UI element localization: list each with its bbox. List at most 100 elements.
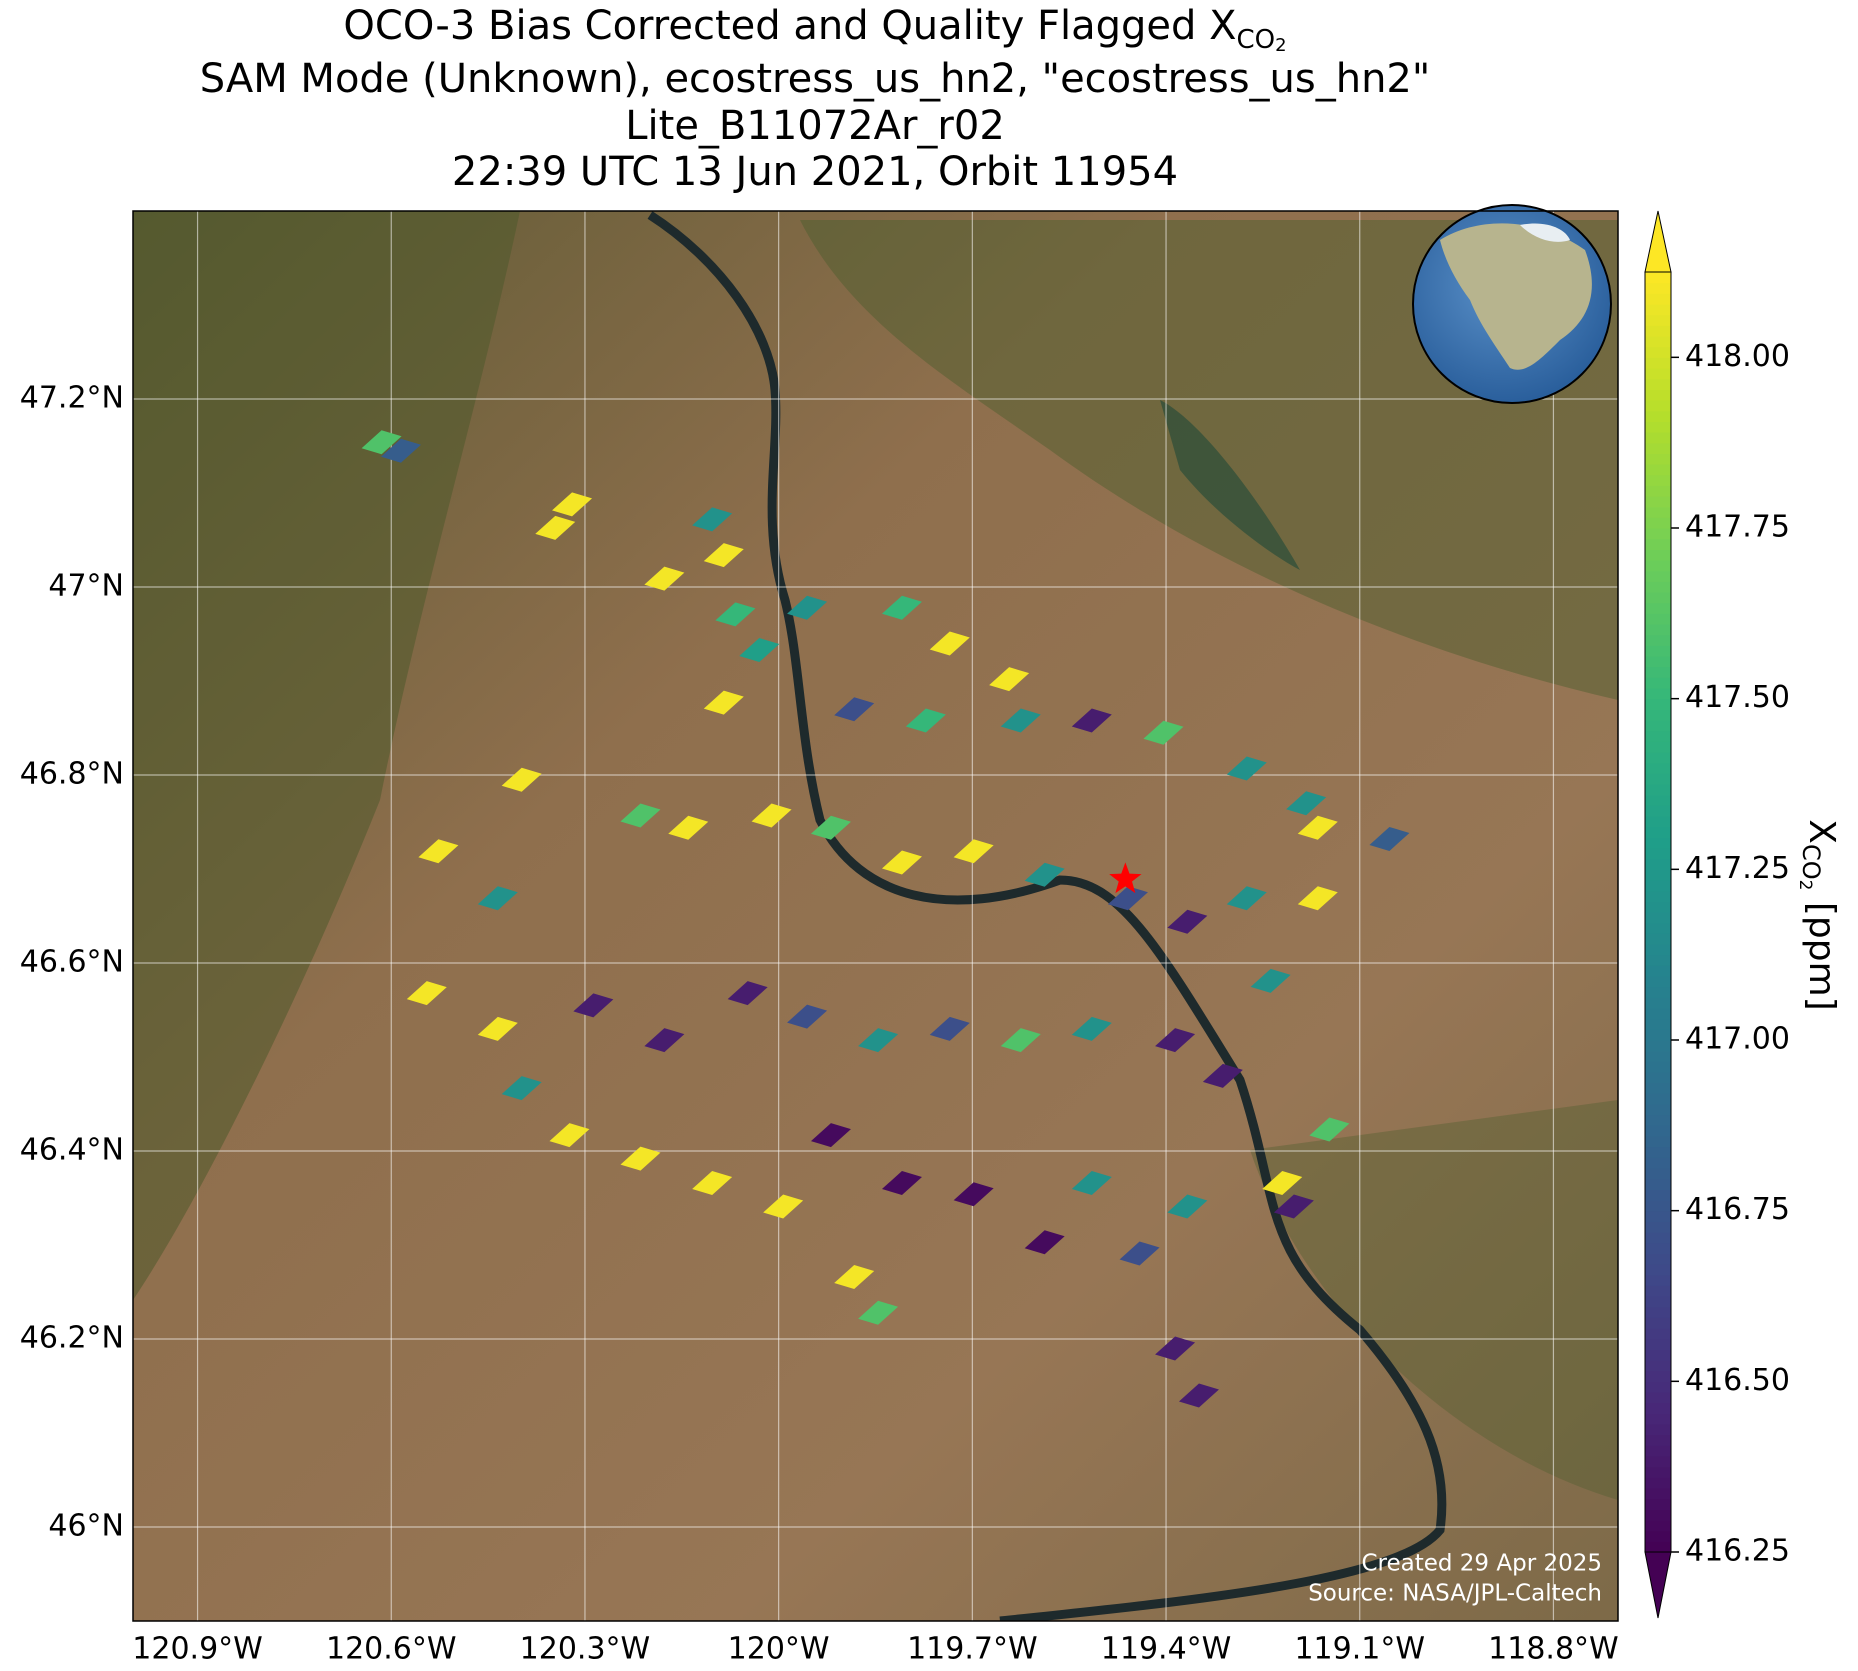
tick-labels: 120.9°W 120.6°W 120.3°W 120°W 119.7°W 119.4°W… bbox=[20, 381, 1619, 1667]
sounding bbox=[1143, 720, 1184, 745]
sounding bbox=[703, 690, 744, 715]
colorbar-segment bbox=[1645, 762, 1671, 774]
colorbar-segment bbox=[1645, 1040, 1671, 1052]
colorbar-segment bbox=[1645, 1274, 1671, 1286]
colorbar-segment bbox=[1645, 976, 1671, 988]
credit-source: Source: NASA/JPL-Caltech bbox=[1308, 1581, 1602, 1607]
colorbar-segment bbox=[1645, 1509, 1671, 1521]
colorbar-segment bbox=[1645, 464, 1671, 476]
colorbar-segment bbox=[1645, 1530, 1671, 1542]
colorbar-tick-label: 417.50 bbox=[1685, 680, 1790, 715]
sounding bbox=[644, 566, 685, 591]
sounding bbox=[361, 430, 402, 455]
colorbar-segment bbox=[1645, 1264, 1671, 1276]
colorbar-segment bbox=[1645, 1072, 1671, 1084]
colorbar-segment bbox=[1645, 570, 1671, 582]
colorbar-segment bbox=[1645, 346, 1671, 358]
colorbar-segment bbox=[1645, 1381, 1671, 1393]
colorbar-tick-label: 418.00 bbox=[1685, 339, 1790, 374]
colorbar-segment bbox=[1645, 282, 1671, 294]
colorbar-segment bbox=[1645, 1541, 1671, 1553]
sounding bbox=[380, 438, 421, 463]
colorbar-segment bbox=[1645, 389, 1671, 401]
colorbar-segment bbox=[1645, 805, 1671, 817]
sounding bbox=[1107, 886, 1148, 911]
colorbar-tick-label: 416.25 bbox=[1685, 1534, 1790, 1569]
sounding bbox=[834, 697, 875, 722]
title-line-3: Lite_B11072Ar_r02 bbox=[625, 103, 1005, 149]
colorbar-segment bbox=[1645, 698, 1671, 710]
sounding bbox=[834, 1265, 875, 1290]
colorbar-segment bbox=[1645, 922, 1671, 934]
x-tick-label: 119.1°W bbox=[1294, 1632, 1425, 1667]
sounding bbox=[715, 602, 756, 627]
colorbar-segment bbox=[1645, 1029, 1671, 1041]
colorbar-segment bbox=[1645, 1136, 1671, 1148]
colorbar-segment bbox=[1645, 890, 1671, 902]
colorbar-segment bbox=[1645, 613, 1671, 625]
colorbar-segment bbox=[1645, 773, 1671, 785]
sounding bbox=[953, 839, 994, 864]
colorbar-label-unit: [ppm] bbox=[1801, 890, 1842, 1010]
sounding bbox=[810, 815, 851, 840]
sounding bbox=[692, 1171, 733, 1196]
sounding bbox=[1155, 1028, 1196, 1053]
map-background bbox=[133, 211, 1618, 1621]
sounding bbox=[1297, 815, 1338, 840]
x-tick-label: 120°W bbox=[728, 1632, 830, 1667]
colorbar-segment bbox=[1645, 304, 1671, 316]
colorbar-segment bbox=[1645, 453, 1671, 465]
sounding bbox=[881, 595, 922, 620]
colorbar-segment bbox=[1645, 1296, 1671, 1308]
sounding bbox=[1262, 1171, 1303, 1196]
colorbar-segment bbox=[1645, 485, 1671, 497]
colorbar-segment bbox=[1645, 1306, 1671, 1318]
colorbar-segment bbox=[1645, 1424, 1671, 1436]
title-line-4: 22:39 UTC 13 Jun 2021, Orbit 11954 bbox=[452, 149, 1178, 195]
colorbar-tick-label: 417.00 bbox=[1685, 1022, 1790, 1057]
colorbar-segment bbox=[1645, 496, 1671, 508]
colorbar-segment bbox=[1645, 1349, 1671, 1361]
sounding bbox=[739, 638, 780, 663]
target-marker bbox=[1109, 862, 1142, 894]
colorbar-segment bbox=[1645, 293, 1671, 305]
colorbar-segment bbox=[1645, 624, 1671, 636]
colorbar-segment bbox=[1645, 741, 1671, 753]
colorbar-segment bbox=[1645, 1168, 1671, 1180]
soundings bbox=[361, 430, 1410, 1408]
sounding bbox=[477, 1016, 518, 1041]
colorbar-frame bbox=[1644, 271, 1672, 1553]
sounding bbox=[1119, 1241, 1160, 1266]
colorbar-segment bbox=[1645, 506, 1671, 518]
colorbar-segment bbox=[1645, 1018, 1671, 1030]
sounding bbox=[953, 1182, 994, 1207]
colorbar-segment bbox=[1645, 549, 1671, 561]
colorbar-segment bbox=[1645, 677, 1671, 689]
colorbar-segment bbox=[1645, 1232, 1671, 1244]
sounding bbox=[1202, 1063, 1243, 1088]
colorbar-label-text: X bbox=[1801, 819, 1842, 844]
x-tick-label: 118.8°W bbox=[1488, 1632, 1619, 1667]
sounding bbox=[535, 515, 576, 540]
sounding bbox=[1000, 708, 1041, 733]
colorbar-segment bbox=[1645, 954, 1671, 966]
colorbar-segment bbox=[1645, 1520, 1671, 1532]
sounding bbox=[881, 850, 922, 875]
colorbar-tick-label: 416.75 bbox=[1685, 1192, 1790, 1227]
sounding bbox=[1250, 968, 1291, 993]
colorbar: 416.25 416.50 416.75 417.00 417.25 417.50 417.… bbox=[1644, 210, 1790, 1619]
colorbar-segment bbox=[1645, 1050, 1671, 1062]
colorbar-extend-min bbox=[1644, 1551, 1672, 1619]
colorbar-segment bbox=[1645, 880, 1671, 892]
colorbar-segment bbox=[1645, 933, 1671, 945]
colorbar-segment bbox=[1645, 794, 1671, 806]
colorbar-segment bbox=[1645, 325, 1671, 337]
sounding bbox=[573, 993, 614, 1018]
forest bbox=[133, 211, 520, 1300]
x-tick-label: 120.3°W bbox=[520, 1632, 651, 1667]
colorbar-segment bbox=[1645, 965, 1671, 977]
colorbar-segment bbox=[1645, 901, 1671, 913]
colorbar-segment bbox=[1645, 432, 1671, 444]
sounding bbox=[1297, 886, 1338, 911]
colorbar-segment bbox=[1645, 848, 1671, 860]
